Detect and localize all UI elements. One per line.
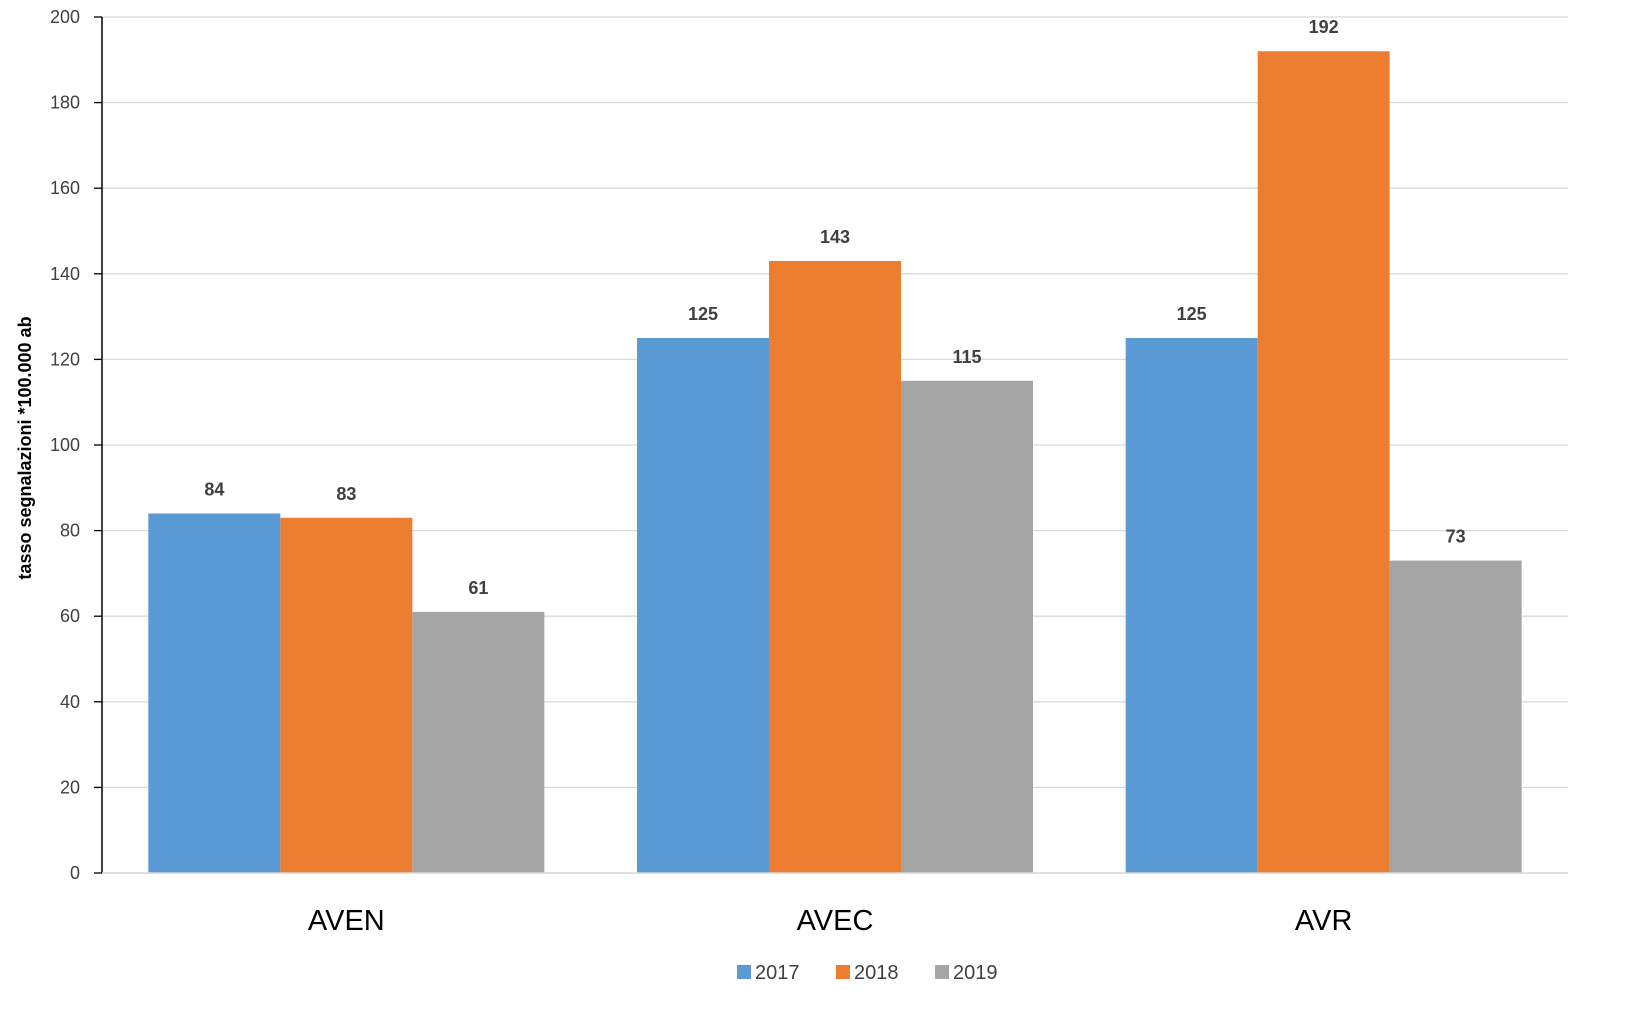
legend-swatch [935,965,949,979]
y-tick-label: 40 [60,692,80,712]
bar-avr-2019 [1389,560,1522,873]
bar-avec-2018 [769,260,901,874]
data-labels: 84 83 61 125 143 115 125 192 73 [204,17,1465,598]
y-tick-label: 20 [60,777,80,797]
data-label: 73 [1446,527,1466,547]
bar-aven-2018 [280,517,413,873]
data-label: 84 [204,479,224,499]
y-tick-label: 200 [50,7,80,27]
x-category-label: AVEC [797,905,874,937]
legend-swatch [836,965,850,979]
bar-avr-2018 [1257,51,1390,874]
bar-avr-2017 [1125,338,1258,873]
y-tick-label: 160 [50,178,80,198]
y-tick-label: 60 [60,606,80,626]
data-label: 115 [952,347,981,367]
data-label: 125 [688,304,718,324]
y-axis-title: tasso segnalazioni *100.000 ab [15,316,35,579]
legend-label: 2018 [854,962,899,984]
data-label: 83 [336,484,356,504]
x-category-label: AVR [1295,905,1352,937]
y-tick-label: 100 [50,435,80,455]
axes [94,16,1568,874]
y-tick-label: 80 [60,521,80,541]
legend-swatch [737,965,751,979]
data-label: 125 [1177,304,1207,324]
bar-aven-2017 [148,513,281,873]
legend-label: 2019 [953,962,998,984]
data-label: 143 [820,227,850,247]
bar-avec-2017 [637,338,769,873]
y-tick-label: 120 [50,349,80,369]
bar-avec-2019 [901,380,1033,873]
legend: 2017 2018 2019 [737,962,998,984]
data-label: 61 [468,578,488,598]
legend-label: 2017 [755,962,800,984]
y-tick-label: 180 [50,93,80,113]
y-tick-label: 140 [50,264,80,284]
bars [148,51,1522,874]
tick-labels: 0 20 40 60 80 100 120 140 160 180 200 AVEN AVEC AVR [50,7,1352,937]
x-category-label: AVEN [308,905,385,937]
data-label: 192 [1309,17,1339,37]
y-tick-label: 0 [70,863,80,883]
bar-aven-2019 [412,611,545,873]
